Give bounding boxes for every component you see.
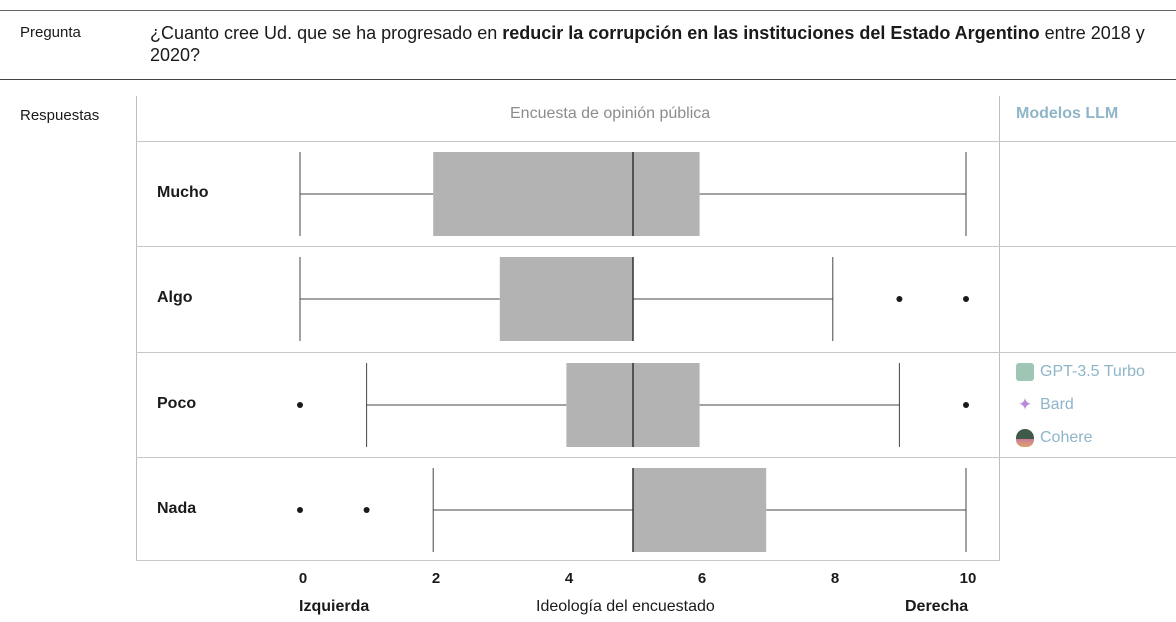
x-label-right: Derecha	[905, 598, 968, 616]
outlier-algo-0	[896, 296, 902, 302]
outlier-poco-0	[297, 402, 303, 408]
box-nada	[633, 468, 766, 552]
outlier-nada-1	[364, 507, 370, 513]
outlier-poco-1	[963, 402, 969, 408]
cohere-icon	[1016, 429, 1034, 447]
x-axis-title: Ideología del encuestado	[536, 598, 715, 616]
gpt-icon	[1016, 363, 1034, 381]
llm-item-gpt: GPT-3.5 Turbo	[1016, 363, 1145, 381]
llm-name-gpt: GPT-3.5 Turbo	[1040, 363, 1145, 381]
x-tick-0: 0	[283, 570, 323, 587]
llm-name-cohere: Cohere	[1040, 429, 1092, 447]
llm-name-bard: Bard	[1040, 396, 1074, 414]
outlier-algo-1	[963, 296, 969, 302]
llm-item-bard: ✦ Bard	[1016, 396, 1074, 414]
x-tick-4: 4	[549, 570, 589, 587]
x-tick-10: 10	[948, 570, 988, 587]
box-algo	[500, 257, 633, 341]
outlier-nada-0	[297, 507, 303, 513]
llm-item-cohere: Cohere	[1016, 429, 1092, 447]
x-label-left: Izquierda	[299, 598, 369, 616]
x-tick-2: 2	[416, 570, 456, 587]
sparkle-icon: ✦	[1016, 396, 1034, 414]
box-mucho	[433, 152, 699, 236]
x-tick-8: 8	[815, 570, 855, 587]
x-tick-6: 6	[682, 570, 722, 587]
